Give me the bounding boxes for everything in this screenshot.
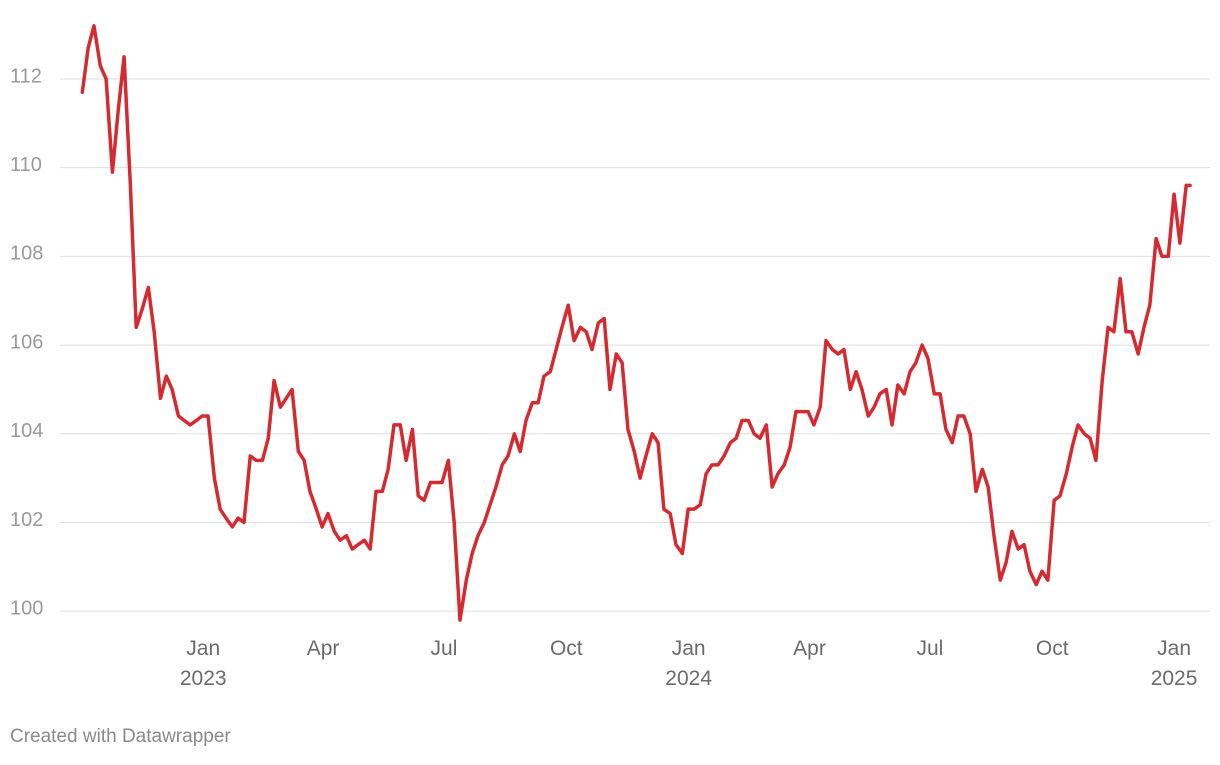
x-tick-label: Apr xyxy=(307,637,340,660)
credit-note: Created with Datawrapper xyxy=(10,726,231,747)
y-tick-label: 104 xyxy=(10,420,43,442)
data-line xyxy=(80,24,1192,622)
x-tick-label: Jul xyxy=(431,637,458,660)
y-tick-label: 110 xyxy=(10,154,42,176)
x-tick-label: Oct xyxy=(550,637,583,660)
x-tick-label: Oct xyxy=(1036,637,1069,660)
y-tick-label: 106 xyxy=(10,331,43,353)
x-tick-label: Jan 2024 xyxy=(665,637,712,690)
x-tick-label: Jan 2023 xyxy=(180,637,227,690)
y-tick-label: 112 xyxy=(10,65,42,87)
x-tick-label: Jul xyxy=(916,637,943,660)
x-tick-label: Jan 2025 xyxy=(1151,637,1198,690)
y-tick-label: 102 xyxy=(10,509,43,531)
x-tick-label: Apr xyxy=(793,637,826,660)
y-tick-label: 100 xyxy=(10,597,43,619)
y-tick-label: 108 xyxy=(10,243,43,265)
